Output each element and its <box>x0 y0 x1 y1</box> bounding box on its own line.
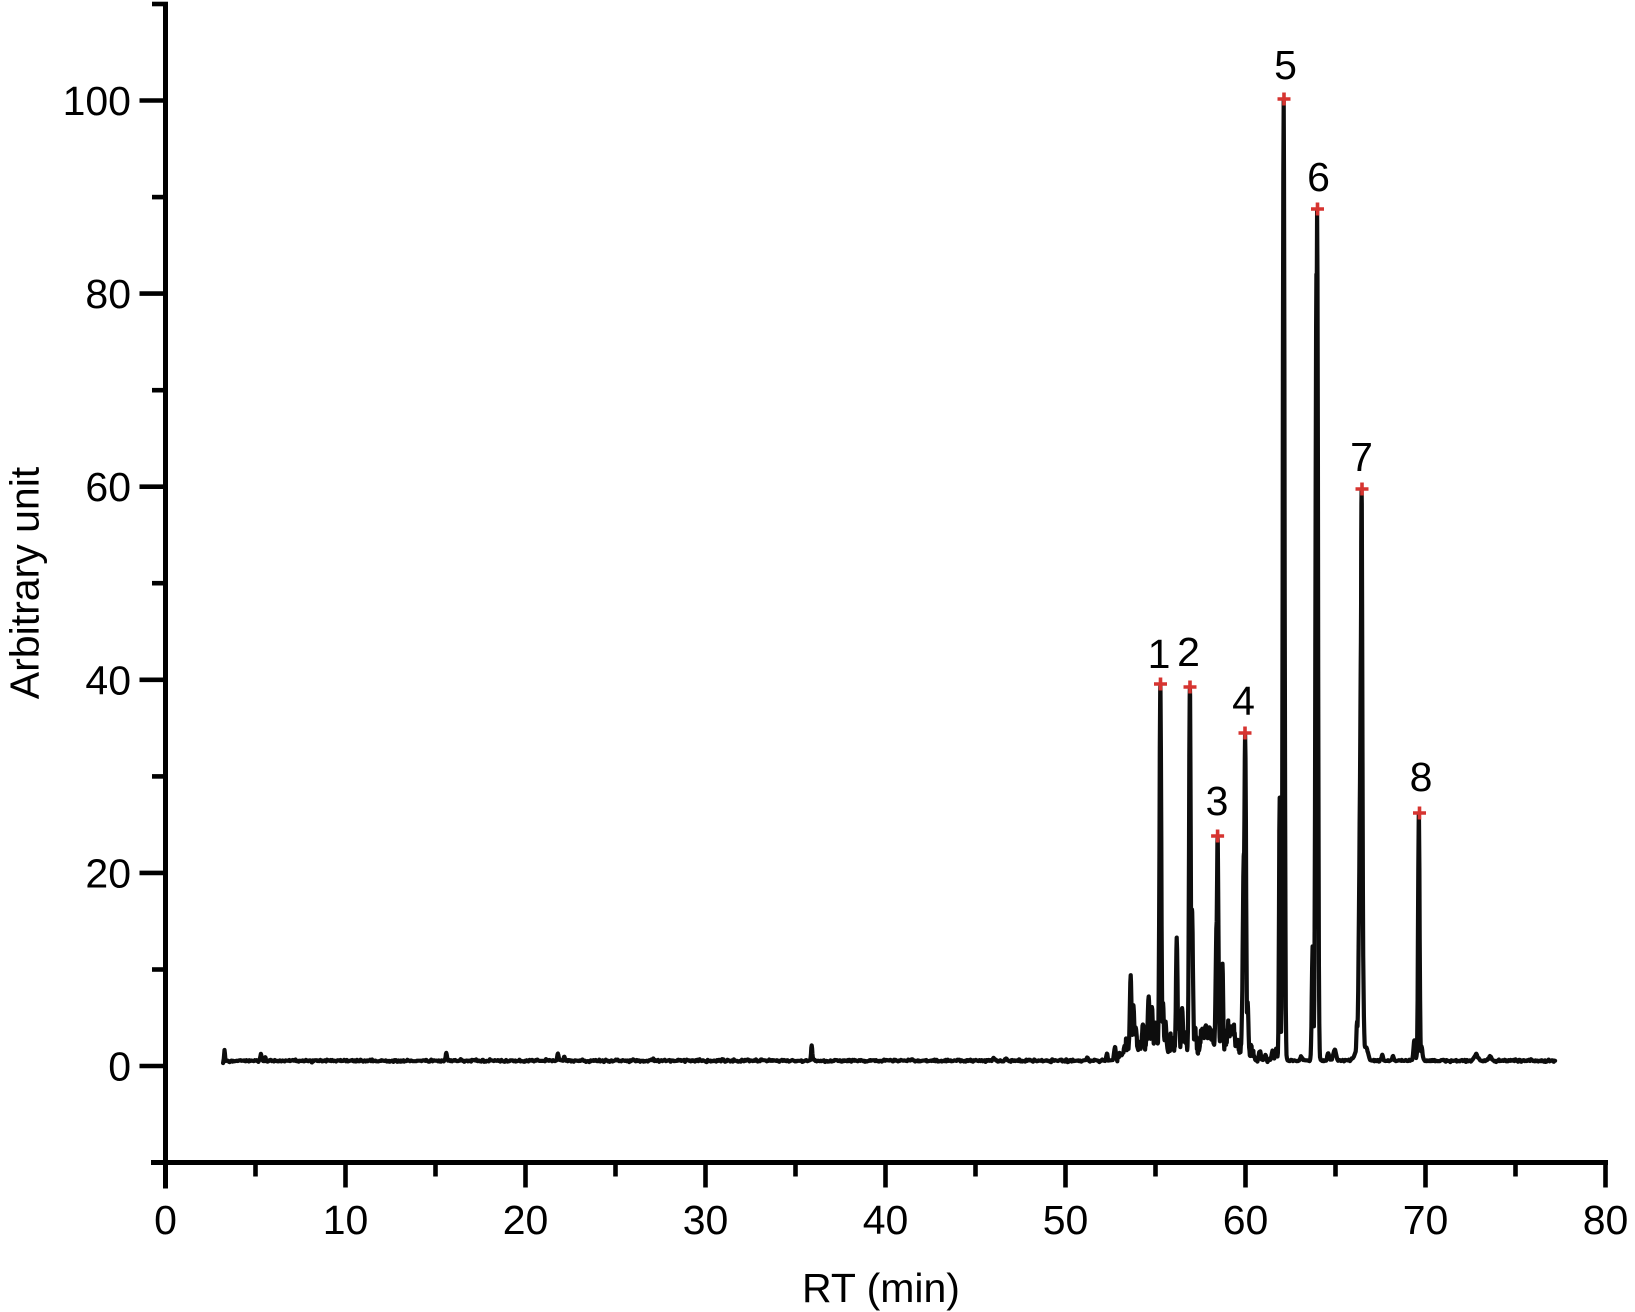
svg-text:1: 1 <box>1148 631 1171 677</box>
svg-text:100: 100 <box>63 78 131 124</box>
svg-text:70: 70 <box>1403 1197 1449 1243</box>
svg-text:0: 0 <box>108 1044 131 1090</box>
svg-text:7: 7 <box>1350 434 1373 480</box>
svg-text:80: 80 <box>85 271 131 317</box>
svg-text:40: 40 <box>85 657 131 703</box>
svg-text:3: 3 <box>1206 778 1229 824</box>
svg-text:0: 0 <box>154 1197 177 1243</box>
svg-text:2: 2 <box>1177 629 1200 675</box>
svg-text:RT (min): RT (min) <box>802 1265 960 1311</box>
svg-text:4: 4 <box>1232 678 1255 724</box>
svg-text:5: 5 <box>1274 42 1297 88</box>
svg-text:20: 20 <box>503 1197 549 1243</box>
svg-text:40: 40 <box>863 1197 909 1243</box>
svg-text:6: 6 <box>1307 154 1330 200</box>
svg-text:10: 10 <box>323 1197 369 1243</box>
svg-text:80: 80 <box>1583 1197 1629 1243</box>
svg-text:8: 8 <box>1410 754 1433 800</box>
svg-text:60: 60 <box>85 464 131 510</box>
svg-text:50: 50 <box>1043 1197 1089 1243</box>
svg-text:Arbitrary unit: Arbitrary unit <box>2 466 48 699</box>
svg-text:20: 20 <box>85 850 131 896</box>
svg-text:60: 60 <box>1223 1197 1269 1243</box>
svg-text:30: 30 <box>683 1197 729 1243</box>
